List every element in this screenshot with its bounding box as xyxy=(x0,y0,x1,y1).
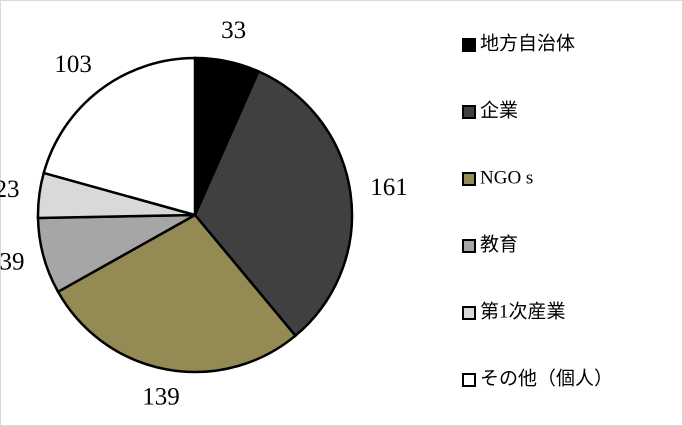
data-label: 39 xyxy=(0,249,25,276)
data-label: 23 xyxy=(0,176,19,203)
legend-swatch xyxy=(462,239,476,253)
legend-swatch xyxy=(462,306,476,320)
legend-label: その他（個人） xyxy=(480,367,613,389)
data-label: 139 xyxy=(142,384,180,411)
legend-swatch xyxy=(462,373,476,387)
data-label: 161 xyxy=(370,174,408,201)
pie-slice xyxy=(193,69,354,338)
data-label: 103 xyxy=(54,51,92,78)
legend-label: 地方自治体 xyxy=(480,32,575,54)
data-label: 33 xyxy=(221,17,246,44)
legend-label: 第1次産業 xyxy=(480,300,566,322)
legend-swatch xyxy=(462,38,476,52)
legend-label: 企業 xyxy=(480,99,518,121)
legend-swatch xyxy=(462,105,476,119)
pie-slice xyxy=(42,56,197,217)
legend-label: 教育 xyxy=(480,233,518,255)
pie-slice xyxy=(56,213,298,374)
legend-label: NGO s xyxy=(480,167,533,188)
legend-swatch xyxy=(462,172,476,186)
